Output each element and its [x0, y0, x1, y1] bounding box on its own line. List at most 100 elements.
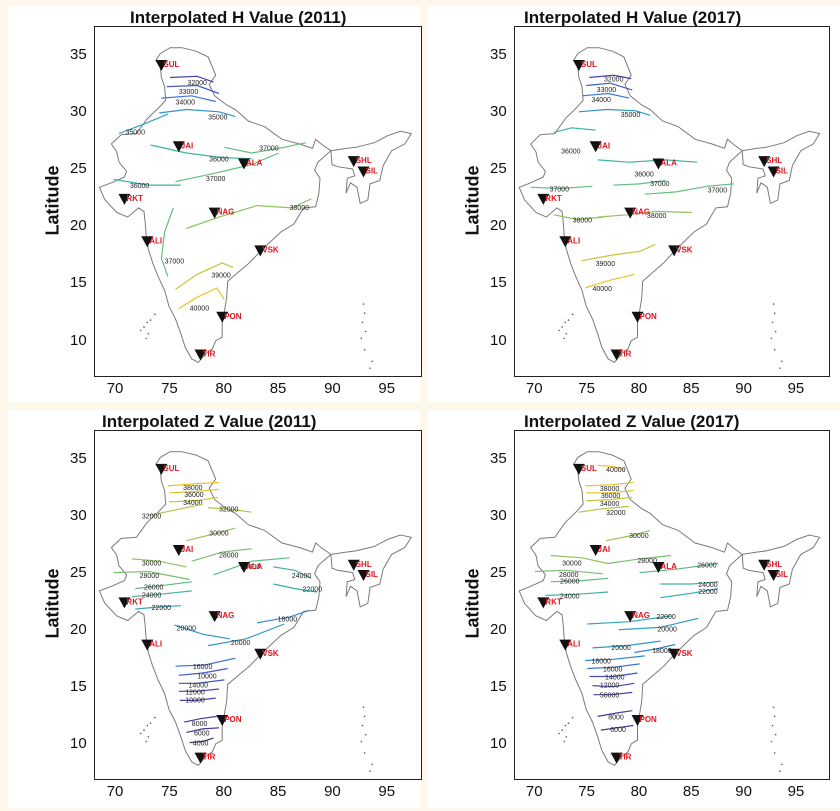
contour-label: 37000	[206, 176, 226, 183]
y-tick-label: 25	[490, 160, 507, 178]
contour-line	[118, 113, 169, 135]
contour-label: 26000	[560, 579, 580, 586]
contour-label: 22000	[152, 605, 172, 612]
station-label: SUL	[581, 464, 597, 473]
contour-line	[534, 569, 604, 575]
station-marker	[208, 611, 221, 623]
contour-label: 37000	[708, 188, 728, 195]
contour-line	[184, 715, 217, 723]
contour-line	[170, 75, 214, 83]
contour-line	[113, 570, 190, 581]
contour-line	[587, 615, 672, 625]
contour-label: 36000	[634, 172, 654, 179]
contour-line	[593, 691, 633, 696]
contour-label: 40000	[606, 467, 626, 474]
contour-label: 35000	[126, 129, 146, 136]
contour-label: 37000	[650, 181, 670, 188]
x-tick-label: 90	[324, 783, 341, 800]
station-label: SIL	[365, 166, 378, 175]
station-label: JAI	[181, 141, 193, 150]
contour-label: 33000	[597, 87, 617, 94]
contour-label: 35000	[621, 112, 641, 119]
contour-line	[150, 144, 252, 160]
y-tick-label: 35	[490, 449, 507, 467]
island-dot	[363, 715, 366, 718]
contour-label: 37000	[165, 259, 185, 266]
contour-line	[578, 505, 630, 513]
y-tick-label: 30	[70, 506, 87, 524]
station-label: TIR	[619, 350, 632, 359]
island-dot	[561, 729, 563, 731]
contour-label: 28000	[559, 572, 579, 579]
island-dot	[771, 724, 774, 727]
x-tick-label: 70	[106, 380, 124, 397]
station-marker	[610, 752, 623, 764]
contour-label: 39000	[596, 261, 616, 268]
station-label: ALI	[149, 640, 162, 649]
y-tick-label: 15	[490, 274, 507, 292]
island-dot	[567, 319, 570, 321]
contour-line	[592, 640, 661, 649]
island-dot	[567, 722, 570, 725]
contour-line	[175, 657, 236, 667]
x-tick-label: 70	[525, 783, 543, 800]
contour-label: 26000	[241, 564, 261, 571]
island-dot	[371, 763, 373, 766]
island-dot	[139, 329, 142, 332]
island-dot	[143, 326, 145, 328]
island-dot	[770, 337, 773, 340]
contour-label: 6000	[194, 730, 210, 737]
contour-label: 32000	[219, 507, 239, 514]
station-label: TIR	[202, 350, 215, 359]
contour-label: 39000	[211, 272, 231, 279]
contour-label: 50000	[600, 693, 620, 700]
station-label: SIL	[776, 570, 789, 579]
station-label: NAG	[632, 611, 650, 620]
station-marker	[172, 141, 185, 153]
contour-line	[550, 554, 609, 565]
island-dot	[773, 715, 776, 718]
contour-line	[586, 496, 633, 502]
northeast-outline	[741, 130, 821, 205]
contour-label: 4000	[193, 741, 209, 748]
contour-line	[660, 588, 719, 599]
island-dot	[772, 706, 775, 709]
contour-line	[113, 178, 181, 186]
contour-label: 6000	[610, 727, 626, 734]
contour-label: 30000	[209, 531, 229, 538]
contour-line	[585, 655, 645, 662]
station-label: NAG	[632, 208, 650, 217]
x-tick-label: 75	[161, 380, 178, 397]
contour-line	[161, 95, 216, 103]
contour-label: 32000	[187, 80, 207, 87]
station-label: SHL	[356, 156, 372, 165]
island-dot	[146, 321, 149, 324]
island-dot	[143, 729, 145, 731]
contour-line	[135, 605, 181, 610]
contour-label: 26000	[697, 563, 717, 570]
contour-label: 36000	[130, 183, 150, 190]
island-dot	[563, 740, 566, 743]
contour-line	[592, 682, 635, 688]
station-label: VSK	[262, 245, 279, 254]
contour-line	[644, 183, 734, 195]
island-dot	[779, 770, 781, 772]
contour-line	[639, 562, 719, 574]
contour-label: 28000	[140, 573, 160, 580]
contour-label: 34000	[600, 501, 620, 508]
contour-label: 18000	[591, 658, 611, 665]
contour-line	[175, 152, 279, 183]
panel-title: Interpolated H Value (2017)	[524, 8, 742, 27]
contour-line	[608, 554, 672, 565]
island-dot	[149, 722, 152, 725]
contour-line	[168, 488, 220, 494]
y-tick-label: 30	[70, 102, 87, 120]
contour-label: 22000	[698, 589, 718, 596]
island-dot	[147, 736, 150, 738]
island-dot	[571, 716, 574, 719]
contour-label: 24000	[560, 593, 580, 600]
contour-line	[597, 710, 633, 717]
contour-line	[578, 108, 651, 116]
station-marker	[589, 544, 602, 556]
